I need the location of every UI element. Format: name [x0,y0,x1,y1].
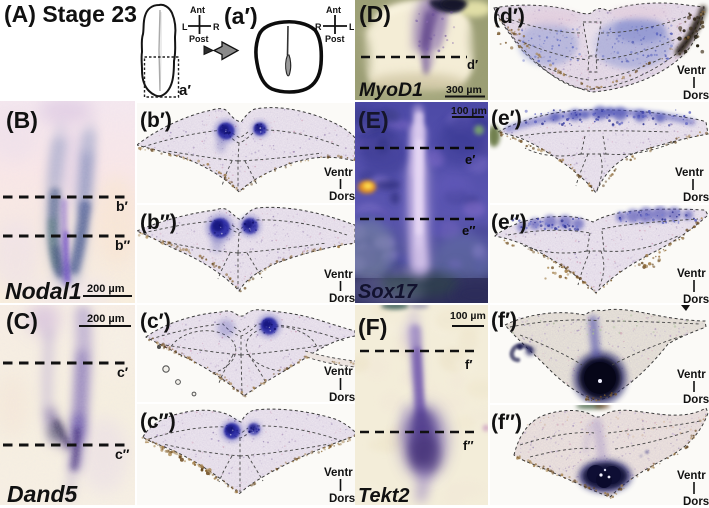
svg-text:Ventr: Ventr [324,269,353,281]
svg-text:100 µm: 100 µm [450,310,486,322]
svg-text:L: L [349,22,354,32]
svg-text:Dors: Dors [683,90,709,100]
svg-text:Post: Post [189,34,209,44]
svg-text:Ventr: Ventr [677,268,706,280]
svg-text:Dors: Dors [683,394,709,403]
svg-text:Ventr: Ventr [677,369,706,381]
svg-text:R: R [213,22,220,32]
svg-text:200 µm: 200 µm [87,283,125,295]
svg-text:300 µm: 300 µm [446,84,482,96]
svg-text:(c′): (c′) [140,310,171,333]
svg-text:(d′): (d′) [493,5,525,28]
svg-text:Dand5: Dand5 [7,481,79,505]
svg-text:b″: b″ [115,237,131,253]
svg-text:200 µm: 200 µm [87,313,125,325]
svg-text:(f′): (f′) [491,309,517,332]
svg-text:Dors: Dors [683,192,709,203]
svg-text:e″: e″ [462,223,475,238]
svg-text:Dors: Dors [329,191,355,203]
svg-text:(A) Stage 23: (A) Stage 23 [4,1,137,27]
svg-text:b′: b′ [116,198,129,214]
svg-text:(b′): (b′) [140,109,172,132]
svg-text:Tekt2: Tekt2 [358,485,410,505]
svg-text:Nodal1: Nodal1 [5,278,82,303]
svg-text:MyoD1: MyoD1 [359,79,423,100]
svg-text:c′: c′ [117,364,129,380]
svg-text:Dors: Dors [329,493,355,505]
svg-text:Ventr: Ventr [324,467,353,479]
svg-text:e′: e′ [465,152,475,167]
svg-text:Ant: Ant [326,5,341,15]
svg-text:Dors: Dors [683,294,709,303]
svg-text:f′: f′ [465,357,472,372]
svg-text:Ant: Ant [190,5,205,15]
svg-text:a′: a′ [179,82,191,99]
svg-text:Ventr: Ventr [324,167,353,179]
svg-text:(a′): (a′) [224,3,258,29]
svg-text:Dors: Dors [329,392,355,402]
svg-text:(B): (B) [6,107,38,133]
svg-text:d′: d′ [467,57,478,72]
svg-text:Sox17: Sox17 [358,281,418,303]
svg-text:f″: f″ [463,438,474,453]
svg-text:100 µm: 100 µm [451,105,487,117]
svg-text:(c″): (c″) [140,410,176,433]
svg-text:(e′): (e′) [491,107,522,130]
svg-text:(F): (F) [358,314,387,340]
svg-text:Ventr: Ventr [677,65,706,77]
svg-text:Ventr: Ventr [675,167,704,179]
svg-text:(e″): (e″) [491,211,527,234]
svg-text:Post: Post [325,34,345,44]
svg-text:R: R [315,22,322,32]
svg-text:(b″): (b″) [140,211,177,234]
svg-text:(E): (E) [358,107,389,133]
svg-text:(D): (D) [359,1,391,27]
svg-text:c″: c″ [115,446,130,462]
svg-text:Dors: Dors [329,293,355,303]
svg-text:(C): (C) [6,308,38,334]
svg-text:Ventr: Ventr [324,366,353,378]
svg-text:L: L [182,22,188,32]
